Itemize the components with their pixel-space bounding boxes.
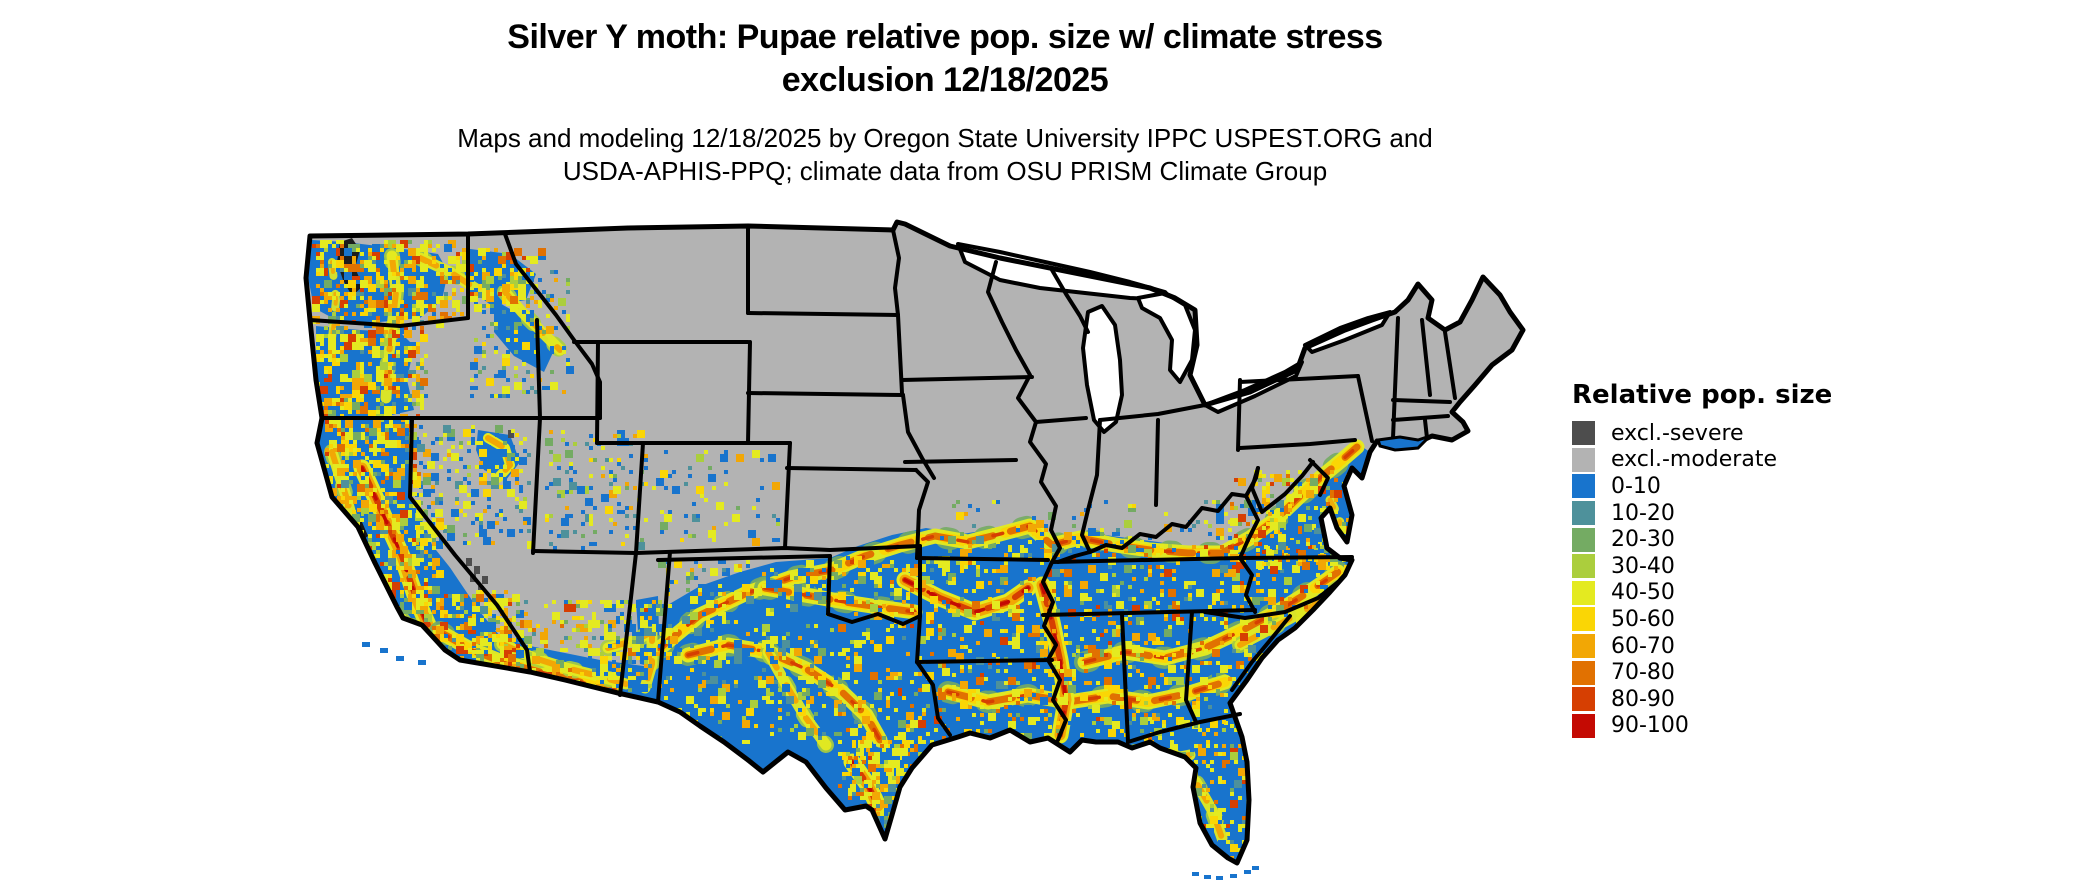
legend-item: 40-50 [1572, 580, 1992, 607]
legend: Relative pop. size excl.-severe excl.-mod… [1572, 380, 1992, 739]
legend-swatch [1572, 607, 1595, 632]
legend-label: 40-50 [1611, 580, 1675, 606]
legend-label: 90-100 [1611, 713, 1689, 739]
subtitle-line-2: USDA-APHIS-PPQ; climate data from OSU PR… [562, 156, 1328, 186]
legend-swatch [1572, 634, 1595, 659]
legend-item: 0-10 [1572, 473, 1992, 500]
legend-swatch [1572, 580, 1595, 605]
legend-label: excl.-severe [1611, 420, 1744, 446]
legend-label: excl.-moderate [1611, 447, 1777, 473]
legend-swatch [1572, 554, 1595, 579]
legend-swatch [1572, 501, 1595, 526]
legend-rows: excl.-severe excl.-moderate 0-10 10-20 20-30… [1572, 420, 1992, 739]
legend-swatch [1572, 421, 1595, 446]
page-title: Silver Y moth: Pupae relative pop. size … [0, 16, 1890, 102]
title-line-2: exclusion 12/18/2025 [781, 61, 1109, 99]
legend-swatch [1572, 474, 1595, 499]
legend-label: 0-10 [1611, 473, 1661, 499]
legend-label: 20-30 [1611, 527, 1675, 553]
legend-swatch [1572, 713, 1595, 738]
legend-label: 50-60 [1611, 606, 1675, 632]
legend-title: Relative pop. size [1572, 380, 1833, 410]
title-line-1: Silver Y moth: Pupae relative pop. size … [507, 18, 1383, 56]
legend-item: 80-90 [1572, 686, 1992, 713]
legend-label: 10-20 [1611, 500, 1675, 526]
legend-item: 30-40 [1572, 553, 1992, 580]
legend-item: excl.-moderate [1572, 447, 1992, 474]
legend-item: 50-60 [1572, 606, 1992, 633]
legend-item: excl.-severe [1572, 420, 1992, 447]
legend-item: 60-70 [1572, 633, 1992, 660]
legend-swatch [1572, 660, 1595, 685]
legend-label: 80-90 [1611, 686, 1675, 712]
legend-item: 10-20 [1572, 500, 1992, 527]
legend-label: 70-80 [1611, 660, 1675, 686]
legend-item: 20-30 [1572, 526, 1992, 553]
legend-swatch [1572, 687, 1595, 712]
legend-item: 90-100 [1572, 713, 1992, 740]
legend-label: 60-70 [1611, 633, 1675, 659]
legend-swatch [1572, 527, 1595, 552]
legend-item: 70-80 [1572, 659, 1992, 686]
page-subtitle: Maps and modeling 12/18/2025 by Oregon S… [0, 122, 1890, 188]
subtitle-line-1: Maps and modeling 12/18/2025 by Oregon S… [457, 123, 1433, 153]
legend-swatch [1572, 447, 1595, 472]
legend-label: 30-40 [1611, 553, 1675, 579]
